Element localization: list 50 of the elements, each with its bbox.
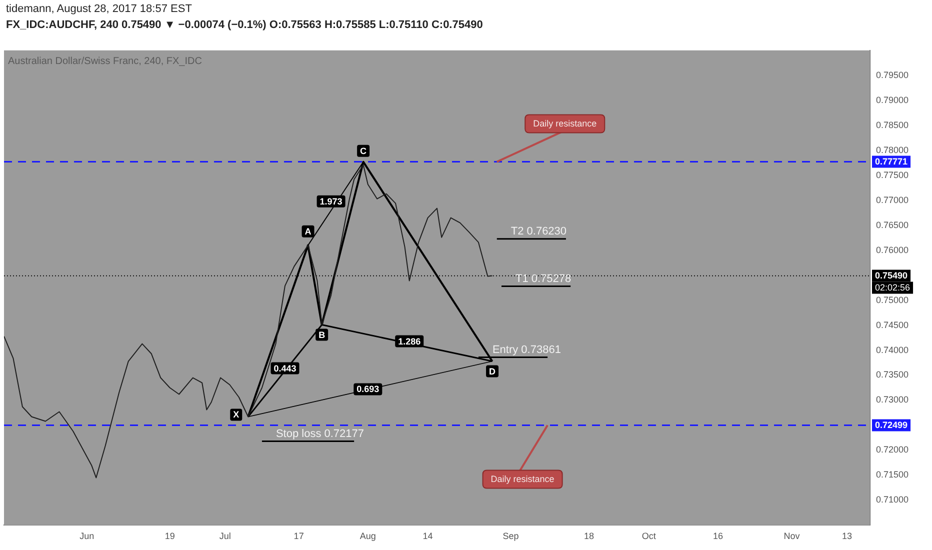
annotation: 1.973 <box>320 196 342 206</box>
annotation: Daily resistance <box>490 474 554 484</box>
y-tick-label: 0.79500 <box>876 70 909 80</box>
y-tick-label: 0.79000 <box>876 94 909 105</box>
x-tick-label: Jun <box>80 531 94 542</box>
annotation: Australian Dollar/Swiss Franc, 240, FX_IDC <box>8 56 202 68</box>
x-tick-label: Jul <box>219 531 231 542</box>
annotation: 1.286 <box>398 336 421 346</box>
y-tick-label: 0.76500 <box>876 220 909 230</box>
x-tick-label: Aug <box>360 531 376 542</box>
ref-line-label: 0.75490 <box>875 270 908 280</box>
series-label: Stop loss 0.72177 <box>276 428 364 440</box>
annotation: X <box>233 410 240 420</box>
y-tick-label: 0.73000 <box>876 394 909 405</box>
series-label: Entry 0.73861 <box>492 344 561 356</box>
annotation: A <box>304 226 312 236</box>
annotation: 0.443 <box>274 363 296 374</box>
x-tick-label: 14 <box>422 531 433 542</box>
text: 02:02:56 <box>875 282 910 292</box>
chart-title: tidemann, August 28, 2017 18:57 EST <box>6 3 193 15</box>
y-tick-label: 0.78000 <box>876 144 909 155</box>
y-tick-label: 0.77500 <box>876 170 909 180</box>
y-tick-label: 0.71500 <box>876 470 909 480</box>
y-tick-label: 0.72000 <box>876 444 909 455</box>
x-tick-label: 16 <box>712 531 723 542</box>
series-label: T1 0.75278 <box>515 272 572 285</box>
y-tick-label: 0.74000 <box>876 344 909 355</box>
y-tick-label: 0.71000 <box>876 494 909 505</box>
x-tick-label: Oct <box>642 531 656 542</box>
ref-line-label: 0.72499 <box>875 420 908 430</box>
annotation: D <box>489 366 496 376</box>
y-tick-label: 0.75000 <box>876 294 909 305</box>
annotation: C <box>360 146 368 156</box>
x-tick-label: Sep <box>502 531 519 542</box>
chart-subtitle: FX_IDC:AUDCHF, 240 0.75490 ▼ −0.00074 (−0.1%) O:0.75563 H:0.75585 L:0.75110 C:0.75490 <box>6 19 484 31</box>
y-tick-label: 0.76000 <box>876 244 909 255</box>
x-tick-label: 17 <box>294 531 304 542</box>
x-tick-label: 13 <box>842 531 852 542</box>
x-tick-label: 19 <box>164 531 175 542</box>
annotation: B <box>318 330 326 340</box>
ref-line-label: 0.77771 <box>875 156 908 166</box>
y-tick-label: 0.78500 <box>876 120 909 130</box>
y-tick-label: 0.74500 <box>876 320 909 330</box>
series-label: T2 0.76230 <box>510 225 567 238</box>
annotation: Daily resistance <box>533 118 597 128</box>
y-tick-label: 0.77000 <box>876 194 909 205</box>
x-tick-label: 18 <box>584 531 594 542</box>
y-tick-label: 0.73500 <box>876 370 909 380</box>
annotation: 0.693 <box>356 384 380 394</box>
x-tick-label: Nov <box>784 531 800 542</box>
